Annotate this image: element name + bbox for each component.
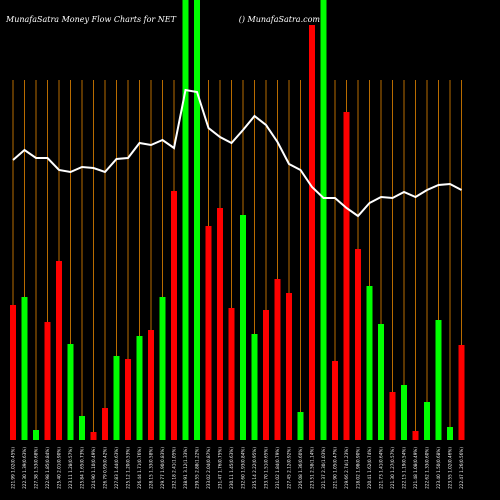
x-tick-label: 227.83 1.44(0.63%)	[114, 447, 119, 489]
x-tick-label: 230.11 1.45(0.63%)	[229, 447, 234, 489]
x-tick-label: 226.08 1.36(0.60%)	[298, 447, 303, 489]
x-tick-label: 227.38 1.53(0.68%)	[34, 447, 39, 489]
x-tick-label: 239.55 2.88(1.22%)	[195, 447, 200, 489]
x-tick-label: 221.30 1.27(0.57%)	[390, 447, 395, 489]
bar	[378, 324, 384, 440]
x-tick-label: 223.55 1.02(0.46%)	[448, 447, 453, 489]
bar	[424, 402, 430, 440]
bar	[79, 416, 85, 440]
x-tick-label: 233.02 2.04(0.87%)	[206, 447, 211, 489]
bar	[263, 310, 269, 440]
x-tick-label: 222.62 1.33(0.60%)	[425, 447, 430, 489]
bar	[148, 330, 154, 440]
bar	[458, 345, 465, 440]
bar	[251, 334, 258, 440]
bar	[136, 336, 143, 440]
x-tick-label: 222.98 1.85(0.84%)	[45, 447, 50, 489]
bar	[332, 361, 338, 440]
x-tick-label: 222.47 1.26(0.56%)	[459, 447, 464, 489]
bar	[366, 286, 373, 440]
bar	[171, 191, 177, 440]
bar	[33, 430, 39, 440]
x-tick-label: 223.11 1.28(0.57%)	[68, 447, 73, 489]
x-tick-label: 218.02 1.98(0.90%)	[356, 447, 361, 489]
bar	[21, 297, 28, 440]
bar	[205, 226, 212, 440]
x-tick-label: 225.84 1.65(0.73%)	[80, 447, 85, 489]
x-tick-label: 226.79 0.95(0.42%)	[103, 447, 108, 489]
bar	[309, 25, 315, 440]
bar	[401, 385, 407, 440]
bar	[10, 305, 16, 440]
bar	[217, 208, 223, 440]
bar	[102, 408, 108, 440]
x-tick-label: 231.02 1.84(0.79%)	[275, 447, 280, 489]
bar	[159, 297, 166, 440]
x-tick-label: 228.15 1.33(0.58%)	[149, 447, 154, 489]
x-tick-label: 226.44 1.71(0.76%)	[137, 447, 142, 489]
x-tick-label: 219.66 2.74(1.23%)	[344, 447, 349, 489]
bar	[412, 431, 419, 440]
x-tick-label: 238.91 3.12(1.33%)	[183, 447, 188, 489]
bar	[228, 308, 235, 440]
bar	[274, 279, 281, 440]
bar	[125, 359, 131, 440]
x-tick-label: 227.45 2.12(0.92%)	[287, 447, 292, 489]
bar	[435, 320, 442, 440]
x-tick-label: 221.99 1.02(0.45%)	[11, 447, 16, 489]
bar	[56, 261, 62, 440]
x-tick-label: 233.70 1.51(0.65%)	[264, 447, 269, 489]
x-tick-label: 224.90 1.10(0.49%)	[91, 447, 96, 489]
bar	[240, 215, 246, 440]
bar	[67, 344, 74, 440]
bar	[320, 0, 327, 440]
bar	[182, 0, 189, 440]
x-tick-label: 235.14 2.22(0.95%)	[252, 447, 257, 489]
bar	[447, 427, 453, 440]
x-tick-label: 223.51 2.58(1.14%)	[310, 447, 315, 489]
x-tick-label: 222.15 1.19(0.54%)	[402, 447, 407, 489]
bar	[286, 293, 292, 440]
bar	[355, 249, 361, 440]
bar	[297, 412, 304, 440]
x-tick-label: 223.40 1.50(0.68%)	[436, 447, 441, 489]
x-tick-label: 229.77 1.90(0.83%)	[160, 447, 165, 489]
x-tick-label: 221.90 1.05(0.47%)	[333, 447, 338, 489]
bar	[343, 112, 350, 440]
x-tick-label: 220.41 1.62(0.74%)	[367, 447, 372, 489]
bar	[90, 432, 97, 440]
bar	[194, 0, 200, 440]
x-tick-label: 222.30 1.39(0.63%)	[22, 447, 27, 489]
x-tick-label: 225.40 2.01(0.90%)	[57, 447, 62, 489]
bar	[44, 322, 51, 440]
x-tick-label: 232.18 2.41(1.05%)	[172, 447, 177, 489]
bar	[389, 392, 396, 440]
x-tick-label: 221.37 2.30(1.03%)	[321, 447, 326, 489]
x-tick-label: 231.47 1.76(0.75%)	[218, 447, 223, 489]
chart-title: MunafaSatra Money Flow Charts for NET	[5, 15, 177, 24]
bar	[113, 356, 120, 440]
x-tick-label: 221.48 1.08(0.49%)	[413, 447, 418, 489]
x-tick-label: 221.73 1.41(0.64%)	[379, 447, 384, 489]
x-tick-label: 225.12 1.20(0.53%)	[126, 447, 131, 489]
x-tick-label: 232.60 1.93(0.84%)	[241, 447, 246, 489]
chart-subtitle: () MunafaSatra.com	[239, 15, 321, 24]
price-line	[12, 88, 462, 218]
